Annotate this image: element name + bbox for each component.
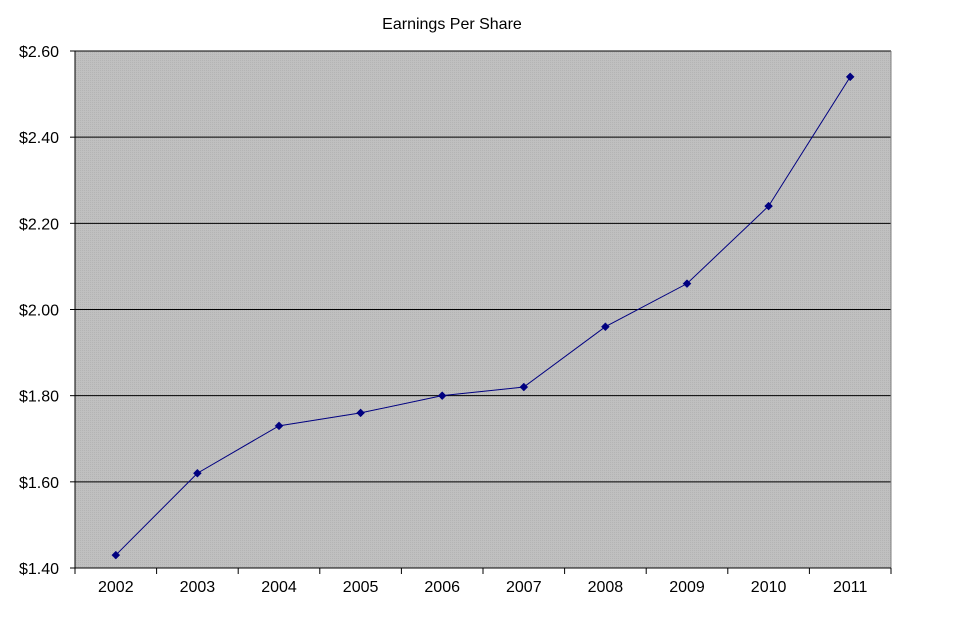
- data-point-marker: [437, 391, 447, 401]
- x-tick-label: 2006: [424, 579, 460, 596]
- series-line: [115, 76, 851, 556]
- y-tick-label: $2.60: [19, 44, 59, 61]
- y-tick-label: $2.40: [19, 130, 59, 147]
- data-point-marker: [682, 279, 692, 289]
- x-tick-label: 2004: [261, 579, 297, 596]
- x-tick-label: 2002: [98, 579, 134, 596]
- x-tick-label: 2003: [180, 579, 216, 596]
- data-point-marker: [111, 550, 121, 560]
- chart-title: Earnings Per Share: [382, 16, 522, 33]
- data-point-marker: [274, 421, 284, 431]
- data-point-marker: [845, 72, 855, 82]
- x-tick-label: 2011: [833, 579, 868, 596]
- y-tick-label: $1.80: [19, 389, 59, 406]
- x-tick-label: 2007: [506, 579, 542, 596]
- x-tick-label: 2008: [588, 579, 624, 596]
- data-point-marker: [601, 322, 610, 332]
- y-tick-label: $1.40: [19, 561, 59, 578]
- y-tick-label: $2.20: [19, 216, 59, 233]
- data-point-marker: [356, 408, 365, 418]
- x-tick-label: 2010: [751, 579, 787, 596]
- plot-area: $1.40 $1.60 $1.80 $2.00 $2.20 $2.40 $2.60 2002 2…: [19, 44, 892, 596]
- y-tick-label: $2.00: [19, 303, 59, 320]
- x-tick-label: 2009: [669, 579, 705, 596]
- data-point-marker: [764, 201, 773, 211]
- x-tick-label: 2005: [343, 579, 379, 596]
- data-point-marker: [519, 382, 529, 392]
- data-point-marker: [193, 468, 202, 478]
- y-tick-label: $1.60: [19, 475, 59, 492]
